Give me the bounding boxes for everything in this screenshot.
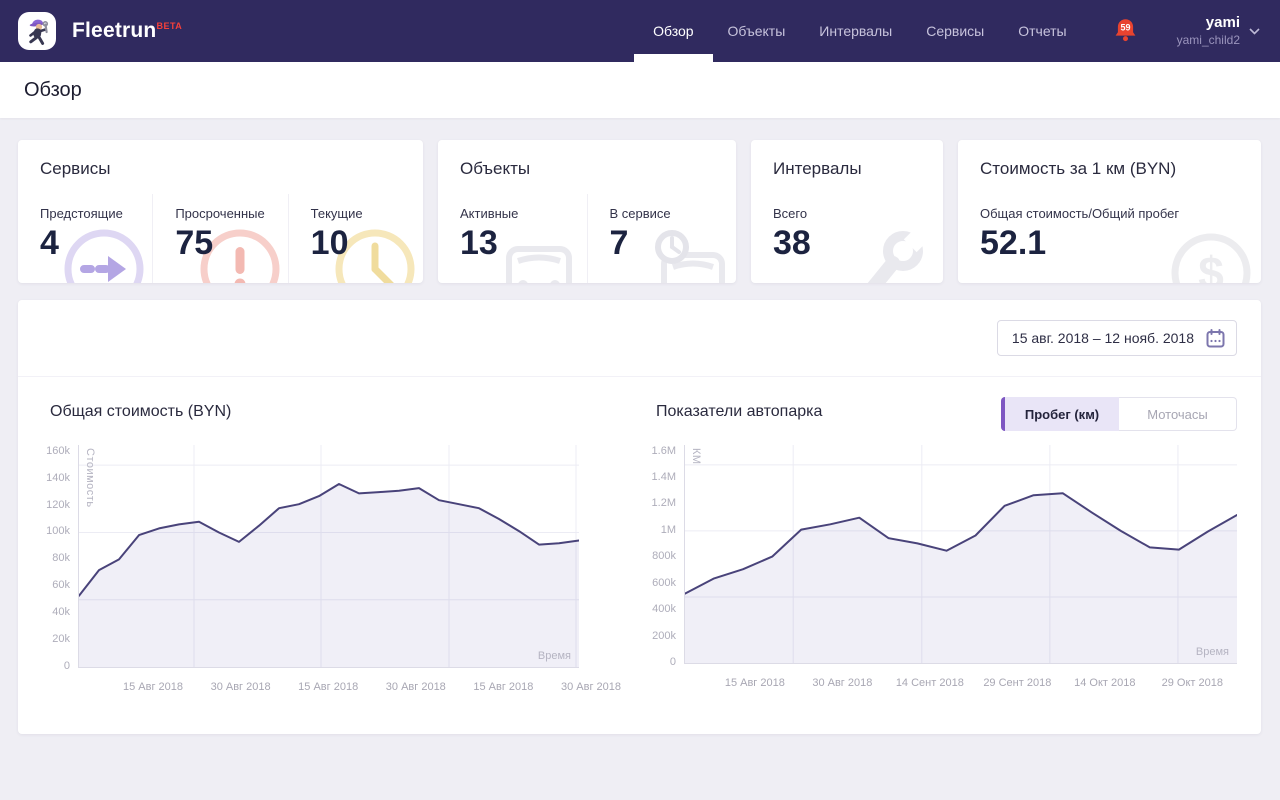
y-tick-label: 200k (652, 630, 676, 642)
cost-chart-section: Общая стоимость (BYN) 160k 140k 120k 100k 80… (18, 397, 624, 698)
card-title: Объекты (438, 159, 736, 179)
fleet-chart-title: Показатели автопарка (656, 403, 822, 421)
bell-icon: 59 (1114, 17, 1137, 45)
card-cost-per-km: Стоимость за 1 км (BYN) Общая стоимость/… (958, 140, 1261, 283)
x-tick-label: 14 Окт 2018 (1074, 677, 1135, 689)
y-tick-label: 400k (652, 603, 676, 615)
fleet-chart-y-axis: 1.6M 1.4M 1.2M 1M 800k 600k 400k 200k 0 (638, 445, 684, 694)
card-services: Сервисы Предстоящие 4 Просроченные 75 (18, 140, 423, 283)
y-tick-label: 1.6M (652, 445, 676, 457)
nav-item-units[interactable]: Объекты (711, 0, 803, 62)
metric-toggle: Пробег (км) Моточасы (1001, 397, 1237, 431)
toggle-engine-hours-button[interactable]: Моточасы (1119, 397, 1237, 431)
fleet-chart-y-axis-name: КМ (690, 448, 702, 465)
brand-name: FleetrunBETA (72, 19, 182, 43)
y-tick-label: 800k (652, 550, 676, 562)
charts-row: Общая стоимость (BYN) 160k 140k 120k 100k 80… (18, 377, 1261, 698)
x-tick-label: 14 Сент 2018 (896, 677, 964, 689)
summary-cards: Сервисы Предстоящие 4 Просроченные 75 (18, 140, 1261, 283)
y-tick-label: 160k (46, 445, 70, 457)
cost-chart-plot: Стоимость Время (78, 445, 579, 668)
nav-item-reports[interactable]: Отчеты (1001, 0, 1083, 62)
fleet-chart-x-axis: 15 Авг 2018 30 Авг 2018 14 Сент 2018 29 Сен… (684, 664, 1237, 694)
stat-upcoming: Предстоящие 4 (18, 194, 152, 283)
card-title: Интервалы (751, 159, 943, 179)
charts-panel: 15 авг. 2018 – 12 нояб. 2018 Общая стоим… (18, 300, 1261, 734)
notifications-button[interactable]: 59 (1114, 17, 1137, 45)
user-name: yami (1177, 14, 1240, 33)
cost-chart-svg (79, 445, 579, 667)
cost-chart-x-axis-name: Время (538, 650, 571, 662)
card-intervals: Интервалы Всего 38 (751, 140, 943, 283)
y-tick-label: 1.2M (652, 497, 676, 509)
x-tick-label: 30 Авг 2018 (812, 677, 872, 689)
date-range-text: 15 авг. 2018 – 12 нояб. 2018 (1012, 330, 1194, 346)
x-tick-label: 15 Авг 2018 (298, 681, 358, 693)
y-tick-label: 60k (52, 579, 70, 591)
nav-item-intervals[interactable]: Интервалы (802, 0, 909, 62)
y-tick-label: 1M (661, 524, 676, 536)
toggle-mileage-button[interactable]: Пробег (км) (1001, 397, 1119, 431)
fleet-chart-x-axis-name: Время (1196, 646, 1229, 658)
cost-chart-title: Общая стоимость (BYN) (50, 403, 231, 421)
y-tick-label: 40k (52, 606, 70, 618)
user-account: yami_child2 (1177, 33, 1240, 48)
y-tick-label: 140k (46, 472, 70, 484)
y-tick-label: 0 (64, 660, 70, 672)
page-title: Обзор (24, 79, 82, 102)
x-tick-label: 30 Авг 2018 (211, 681, 271, 693)
stat-units-in-service: В сервисе 7 (587, 194, 737, 283)
notification-count: 59 (1120, 22, 1130, 32)
fleet-metrics-section: Показатели автопарка Пробег (км) Моточас… (624, 397, 1261, 698)
fleet-chart-svg (685, 445, 1237, 663)
calendar-icon (1206, 329, 1225, 348)
x-tick-label: 29 Сент 2018 (983, 677, 1051, 689)
user-menu[interactable]: yami yami_child2 (1177, 14, 1260, 48)
stat-active-units: Активные 13 (438, 194, 587, 283)
beta-badge: BETA (156, 21, 182, 31)
cost-chart-y-axis-name: Стоимость (84, 448, 96, 508)
x-tick-label: 15 Авг 2018 (725, 677, 785, 689)
nav-item-services[interactable]: Сервисы (909, 0, 1001, 62)
title-bar: Обзор (0, 62, 1280, 118)
cost-chart-x-axis: 15 Авг 2018 30 Авг 2018 15 Авг 2018 30 Авг … (78, 668, 579, 698)
y-tick-label: 600k (652, 577, 676, 589)
stat-current: Текущие 10 (288, 194, 423, 283)
main-nav: ОбзорОбъектыИнтервалыСервисыОтчеты (636, 0, 1084, 62)
x-tick-label: 29 Окт 2018 (1162, 677, 1223, 689)
app-header: FleetrunBETA ОбзорОбъектыИнтервалыСервис… (0, 0, 1280, 62)
x-tick-label: 30 Авг 2018 (561, 681, 621, 693)
x-tick-label: 30 Авг 2018 (386, 681, 446, 693)
y-tick-label: 100k (46, 525, 70, 537)
x-tick-label: 15 Авг 2018 (123, 681, 183, 693)
y-tick-label: 1.4M (652, 471, 676, 483)
x-tick-label: 15 Авг 2018 (473, 681, 533, 693)
chevron-down-icon (1249, 28, 1260, 35)
stat-cost-per-km: Общая стоимость/Общий пробег 52.1 $ (958, 194, 1261, 283)
card-units: Объекты Активные 13 В сервисе 7 (438, 140, 736, 283)
card-title: Сервисы (18, 159, 423, 179)
stat-overdue: Просроченные 75 (152, 194, 287, 283)
y-tick-label: 0 (670, 656, 676, 668)
stat-intervals-total: Всего 38 (751, 194, 943, 283)
y-tick-label: 80k (52, 552, 70, 564)
card-title: Стоимость за 1 км (BYN) (958, 159, 1261, 179)
nav-item-overview[interactable]: Обзор (636, 0, 710, 62)
y-tick-label: 20k (52, 633, 70, 645)
date-range-picker[interactable]: 15 авг. 2018 – 12 нояб. 2018 (997, 320, 1237, 356)
panel-header: 15 авг. 2018 – 12 нояб. 2018 (18, 300, 1261, 377)
fleetrun-logo-icon (18, 12, 56, 50)
cost-chart-y-axis: 160k 140k 120k 100k 80k 60k 40k 20k 0 (32, 445, 78, 698)
y-tick-label: 120k (46, 499, 70, 511)
fleet-chart-plot: КМ Время (684, 445, 1237, 664)
